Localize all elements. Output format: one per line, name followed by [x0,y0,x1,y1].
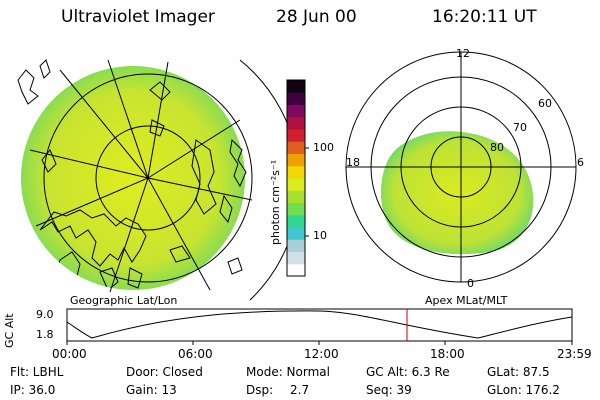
geo-panel-caption: Geographic Lat/Lon [70,294,178,307]
magnetic-polar-plot [345,51,577,283]
mlt-label-12: 12 [456,47,470,60]
colorbar-swatches [287,80,305,277]
mlt-label-0: 0 [467,277,474,290]
time-label-0000: 00:00 [52,347,87,361]
colorbar-swatch [287,214,305,228]
status-gain: Gain: 13 [126,383,177,397]
colorbar-swatch [287,104,305,118]
status-glon: GLon: 176.2 [487,383,560,397]
colorbar-unit-label: photon cm⁻²s⁻¹ [269,159,282,245]
colorbar-swatch [287,202,305,216]
time-label-0600: 06:00 [178,347,213,361]
mlt-label-6: 6 [577,156,584,169]
status-mode: Mode: Normal [246,365,330,379]
altitude-curve [66,310,573,339]
status-seq: Seq: 39 [366,383,412,397]
status-dsp-value: 2.7 [290,383,310,397]
mlat-label-70: 70 [513,121,527,134]
altitude-plot [66,308,573,345]
time-label-2359: 23:59 [557,347,592,361]
status-dsp-label: Dsp: [246,383,274,397]
geographic-image [17,59,300,301]
colorbar-swatch [287,178,305,191]
colorbar-swatch [287,153,305,167]
time-label-1800: 18:00 [430,347,465,361]
altitude-ylabel: GC Alt [3,313,16,348]
outer-coastlines [17,59,247,275]
status-door: Door: Closed [126,365,203,379]
mlat-label-60: 60 [538,97,552,110]
header-time: 16:20:11 UT [432,7,537,27]
header-date: 28 Jun 00 [276,7,357,27]
aurora-oval-mag [380,131,534,255]
mlt-label-18: 18 [346,156,360,169]
colorbar-frame [286,79,306,277]
altitude-ytick-low: 1.8 [36,328,54,341]
colorbar-swatch [287,227,305,240]
colorbar-swatch [287,80,305,93]
colorbar-swatch [287,141,305,154]
colorbar-swatch [287,92,305,105]
geo-grid [29,59,300,301]
status-glat: GLat: 87.5 [487,365,550,379]
colorbar-swatch [287,263,305,277]
colorbar-label-10: 10 [313,229,327,242]
colorbar-swatch [287,190,305,203]
time-label-1200: 12:00 [304,347,339,361]
colorbar [286,79,309,277]
status-gc-alt: GC Alt: 6.3 Re [366,365,450,379]
colorbar-swatch [287,129,305,142]
aurora-disk-geo [21,66,245,290]
colorbar-swatch [287,116,305,130]
colorbar-swatch [287,251,305,265]
status-ip: IP: 36.0 [10,383,56,397]
colorbar-swatch [287,239,305,252]
status-filter: Flt: LBHL [10,365,64,379]
colorbar-label-100: 100 [313,141,334,154]
app-title: Ultraviolet Imager [61,7,215,27]
colorbar-swatch [287,165,305,179]
altitude-ytick-high: 9.0 [36,308,54,321]
mag-panel-caption: Apex MLat/MLT [425,294,508,307]
mlat-label-80: 80 [490,141,504,154]
